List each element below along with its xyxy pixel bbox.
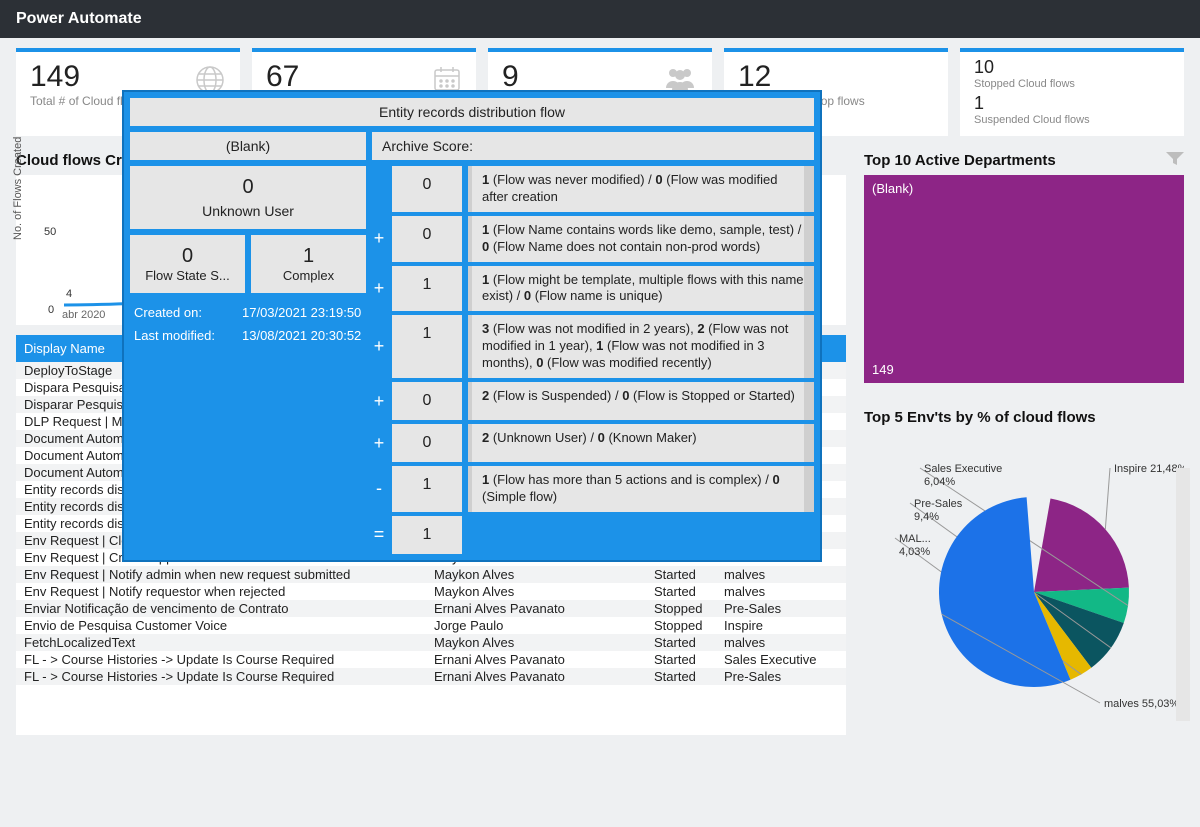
- table-row[interactable]: Enviar Notificação de vencimento de Cont…: [16, 600, 846, 617]
- table-row[interactable]: FL - > Course Histories -> Update Is Cou…: [16, 668, 846, 685]
- y-tick-0: 0: [48, 304, 54, 316]
- table-row[interactable]: FL - > Course Histories -> Update Is Cou…: [16, 651, 846, 668]
- score-row: +01 (Flow Name contains words like demo,…: [372, 216, 814, 262]
- score-row: +02 (Flow is Suspended) / 0 (Flow is Sto…: [372, 382, 814, 420]
- kpi-stopped-suspended[interactable]: 10 Stopped Cloud flows 1 Suspended Cloud…: [960, 48, 1184, 136]
- tooltip-state-card: 0 Flow State S...: [130, 235, 245, 293]
- kpi-stopped-value: 10: [974, 58, 1170, 78]
- pie-label: Sales Executive6,04%: [924, 463, 1002, 488]
- kpi-stopped-label: Stopped Cloud flows: [974, 78, 1170, 90]
- scrollbar[interactable]: [1176, 468, 1190, 721]
- table-row[interactable]: Env Request | Notify admin when new requ…: [16, 566, 846, 583]
- pie-label: malves 55,03%: [1104, 698, 1179, 710]
- score-row: +02 (Unknown User) / 0 (Known Maker): [372, 424, 814, 462]
- y-tick-50: 50: [44, 226, 56, 238]
- tooltip-created: Created on: 17/03/2021 23:19:50: [130, 299, 366, 322]
- page-body: 149 Total # of Cloud flows 67 Created th…: [0, 38, 1200, 735]
- tooltip-modified: Last modified: 13/08/2021 20:30:52: [130, 328, 366, 345]
- kpi-suspended-label: Suspended Cloud flows: [974, 114, 1170, 126]
- treemap-label: (Blank): [872, 181, 913, 196]
- archive-score-rows: 01 (Flow was never modified) / 0 (Flow w…: [372, 166, 814, 554]
- top-departments-treemap[interactable]: (Blank) 149: [864, 175, 1184, 383]
- table-row[interactable]: FetchLocalizedTextMaykon AlvesStartedmal…: [16, 634, 846, 651]
- pie-label: MAL...4,03%: [899, 533, 931, 558]
- pie-label: Pre-Sales9,4%: [914, 498, 963, 523]
- section-top-envts: Top 5 Env'ts by % of cloud flows: [864, 409, 1184, 426]
- score-row: =1: [372, 516, 814, 554]
- envts-pie-chart[interactable]: Inspire 21,48% Sales Executive6,04% Pre-Sa…: [864, 432, 1184, 732]
- tooltip-user-value: 0: [134, 176, 362, 199]
- pie-label: Inspire 21,48%: [1114, 463, 1184, 475]
- table-row[interactable]: Envio de Pesquisa Customer VoiceJorge Pa…: [16, 617, 846, 634]
- pie-slice[interactable]: [1034, 498, 1129, 592]
- table-row[interactable]: Env Request | Notify requestor when reje…: [16, 583, 846, 600]
- score-row: 01 (Flow was never modified) / 0 (Flow w…: [372, 166, 814, 212]
- score-row: +13 (Flow was not modified in 2 years), …: [372, 315, 814, 378]
- tooltip-complex-card: 1 Complex: [251, 235, 366, 293]
- treemap-value: 149: [872, 362, 894, 377]
- section-top-departments: Top 10 Active Departments: [864, 152, 1184, 169]
- flow-detail-tooltip: Entity records distribution flow (Blank)…: [122, 90, 822, 562]
- tooltip-user-card: 0 Unknown User: [130, 166, 366, 229]
- x-axis-label: abr 2020: [62, 309, 105, 321]
- app-title: Power Automate: [16, 10, 142, 27]
- tooltip-title: Entity records distribution flow: [130, 98, 814, 126]
- tooltip-blank: (Blank): [130, 132, 366, 160]
- score-row: +11 (Flow might be template, multiple fl…: [372, 266, 814, 312]
- y-axis-label: No. of Flows Created: [12, 136, 24, 239]
- app-header: Power Automate: [0, 0, 1200, 38]
- kpi-suspended-value: 1: [974, 94, 1170, 114]
- score-row: -11 (Flow has more than 5 actions and is…: [372, 466, 814, 512]
- chart-point-label: 4: [66, 288, 72, 300]
- kpi-value: 12: [738, 60, 934, 94]
- filter-icon[interactable]: [1166, 152, 1184, 166]
- tooltip-user-label: Unknown User: [202, 203, 294, 219]
- archive-score-title: Archive Score:: [372, 132, 814, 160]
